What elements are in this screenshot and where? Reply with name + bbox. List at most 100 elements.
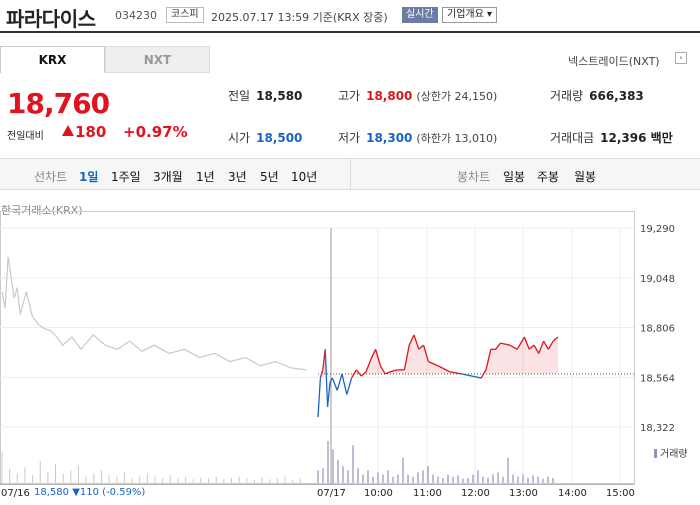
price-line-segment: [365, 359, 372, 373]
y-tick-label: 18,564: [640, 373, 675, 384]
price-line-segment: [437, 365, 451, 373]
period-3y[interactable]: 3년: [228, 170, 247, 184]
x-tick-label: 07/16: [1, 488, 30, 499]
prev-day-change-pct: (-0.59%): [102, 487, 146, 498]
stat-label: 고가: [338, 89, 361, 103]
price-line-segment: [403, 345, 410, 370]
x-tick-label: 10:00: [364, 488, 393, 499]
tab-krx[interactable]: KRX: [0, 46, 105, 73]
price-line-segment: [351, 369, 357, 379]
price-line-segment: [552, 336, 559, 342]
price-line-segment: [336, 373, 343, 391]
period-5y[interactable]: 5년: [260, 170, 279, 184]
stat-low: 저가 18,300 (하한가 13,010): [338, 129, 497, 146]
price-change: 180: [75, 123, 107, 141]
stat-label: 거래량: [550, 89, 584, 103]
volume-legend-swatch: [654, 449, 657, 458]
period-3m[interactable]: 3개월: [153, 170, 183, 184]
price-line-segment: [471, 375, 482, 379]
price-line-segment: [538, 340, 545, 354]
price-line-segment: [528, 344, 535, 350]
price-line-segment: [461, 373, 472, 377]
y-tick-label: 18,806: [640, 324, 675, 335]
price-line-segment: [324, 349, 329, 407]
stat-value: 18,500: [256, 131, 303, 145]
candle-chart-label: 봉차트: [457, 170, 491, 184]
market-badge: 코스피: [166, 7, 204, 23]
volume-legend: 거래량: [654, 445, 688, 460]
price-line-segment: [418, 344, 425, 350]
price-line-segment: [384, 371, 391, 375]
x-tick-label: 14:00: [558, 488, 587, 499]
chevron-down-icon: ▾: [487, 9, 493, 20]
price-line-segment: [428, 361, 439, 367]
tab-nxt[interactable]: NXT: [105, 46, 210, 73]
nextrade-link[interactable]: 넥스트레이드(NXT): [568, 55, 660, 68]
lower-limit: (하한가 13,010): [416, 132, 498, 145]
price-line-segment: [449, 371, 463, 375]
price-line-segment: [533, 344, 540, 354]
x-tick-label: 07/17: [317, 488, 346, 499]
period-10y[interactable]: 10년: [291, 170, 318, 184]
candle-daily[interactable]: 일봉: [503, 170, 526, 184]
stat-value: 18,800: [366, 89, 413, 103]
divider: [350, 159, 351, 190]
stock-code: 034230: [115, 9, 157, 22]
up-triangle-icon: [62, 125, 74, 136]
price-line-segment: [413, 334, 420, 350]
period-1d[interactable]: 1일: [79, 170, 99, 184]
period-1w[interactable]: 1주일: [111, 170, 141, 184]
stat-label: 전일: [228, 89, 251, 103]
line-chart-label: 선차트: [34, 170, 68, 184]
price-line-segment: [341, 373, 348, 395]
stat-value: 12,396 백만: [600, 131, 673, 145]
price-line-segment: [485, 349, 492, 370]
stat-high: 고가 18,800 (상한가 24,150): [338, 87, 497, 104]
period-bar: 선차트 1일 1주일 3개월 1년 3년 5년 10년 봉차트 일봉 주봉 월봉: [0, 158, 700, 190]
price-line-segment: [500, 342, 511, 346]
stat-volume: 거래량 666,383: [550, 87, 644, 104]
company-overview-button[interactable]: 기업개요 ▾: [442, 7, 498, 23]
x-tick-label: 15:00: [606, 488, 635, 499]
price-line-segment: [495, 342, 501, 350]
stat-value: 666,383: [589, 89, 644, 103]
price-line-segment: [317, 378, 322, 418]
price-line-segment: [346, 377, 353, 395]
stat-value: 18,300: [366, 131, 413, 145]
price-line-segment: [331, 377, 338, 391]
quote-datetime: 2025.07.17 13:59 기준(KRX 장중): [211, 11, 388, 24]
stat-open: 시가 18,500: [228, 129, 302, 146]
stock-header: 파라다이스 034230 코스피 2025.07.17 13:59 기준(KRX…: [0, 0, 700, 33]
period-1y[interactable]: 1년: [196, 170, 215, 184]
realtime-badge[interactable]: 실시간: [402, 7, 438, 23]
price-line-segment: [543, 340, 549, 350]
price-line-segment: [408, 334, 415, 346]
x-tick-label: 13:00: [509, 488, 538, 499]
price-line-segment: [374, 349, 382, 366]
y-tick-label: 19,290: [640, 224, 675, 235]
price-line-segment: [326, 382, 331, 407]
price-line-segment: [509, 344, 518, 350]
price-line-segment: [360, 371, 367, 377]
price-line-segment: [523, 336, 530, 350]
prev-day-change: ▼110: [72, 487, 99, 498]
price-change-pct: +0.97%: [123, 123, 188, 141]
candle-weekly[interactable]: 주봉: [537, 170, 560, 184]
stat-label: 시가: [228, 131, 251, 145]
volume-legend-label: 거래량: [660, 449, 688, 460]
prev-day-close: 18,580: [34, 487, 69, 498]
y-tick-label: 18,322: [640, 423, 675, 434]
y-tick-label: 19,048: [640, 274, 675, 285]
candle-monthly[interactable]: 월봉: [574, 170, 597, 184]
chevron-right-icon[interactable]: ›: [675, 52, 687, 64]
stat-label: 저가: [338, 131, 361, 145]
x-tick-label: 12:00: [461, 488, 490, 499]
price-line-segment: [319, 369, 324, 379]
price-line-segment: [516, 336, 525, 350]
current-price: 18,760: [7, 87, 110, 120]
stat-amount: 거래대금 12,396 백만: [550, 129, 673, 146]
price-line-segment: [480, 369, 487, 379]
stat-prev-close: 전일 18,580: [228, 87, 302, 104]
company-overview-label: 기업개요: [447, 9, 484, 20]
